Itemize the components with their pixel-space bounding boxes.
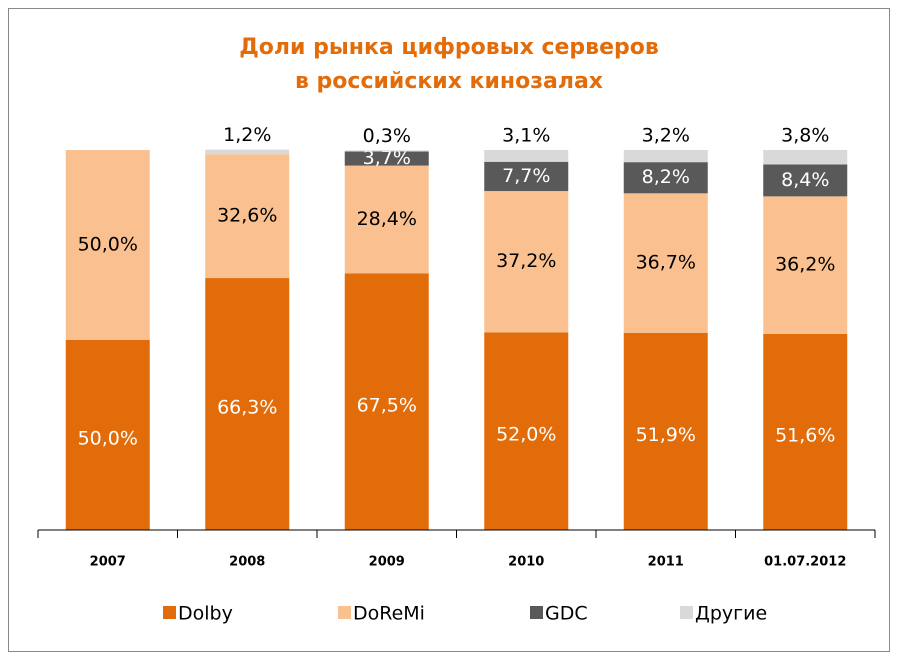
- legend-label: DoReMi: [353, 603, 425, 625]
- legend-label: Другие: [695, 603, 767, 625]
- x-tick-label: 2011: [648, 555, 684, 570]
- data-label: 51,9%: [636, 424, 696, 446]
- x-tick-label: 2008: [229, 555, 265, 570]
- bar-segment: [623, 332, 708, 530]
- chart-title: Доли рынка цифровых серверов: [239, 35, 659, 60]
- data-label: 67,5%: [357, 394, 417, 416]
- data-label: 28,4%: [357, 208, 417, 230]
- bar-segment: [763, 150, 848, 165]
- data-label: 66,3%: [217, 397, 277, 419]
- bar-segment: [205, 154, 290, 279]
- legend-label: Dolby: [178, 603, 233, 625]
- bar-segment: [344, 150, 429, 152]
- bar-segment: [484, 150, 569, 162]
- bar-segment: [623, 150, 708, 163]
- data-label: 51,6%: [775, 424, 835, 446]
- data-label: 52,0%: [496, 424, 556, 446]
- bar-segment: [763, 164, 848, 197]
- x-tick-label: 2010: [508, 555, 544, 570]
- legend-label: GDC: [545, 603, 588, 625]
- bar-segment: [763, 196, 848, 334]
- bar-segment: [763, 333, 848, 530]
- data-label: 32,6%: [217, 205, 277, 227]
- data-label: 50,0%: [78, 234, 138, 256]
- data-label: 3,2%: [642, 125, 690, 147]
- bar-segment: [65, 150, 150, 340]
- data-label: 0,3%: [363, 125, 411, 147]
- bar-segment: [65, 340, 150, 530]
- bar-segment: [205, 278, 290, 530]
- x-tick-label: 01.07.2012: [764, 555, 846, 570]
- data-label: 8,2%: [642, 166, 690, 188]
- data-label: 3,1%: [502, 125, 550, 147]
- data-label: 36,7%: [636, 252, 696, 274]
- x-tick-label: 2007: [90, 555, 126, 570]
- legend-swatch: [680, 606, 693, 619]
- legend-swatch: [338, 606, 351, 619]
- chart-title: в российских кинозалах: [295, 69, 603, 94]
- chart-border: [8, 8, 890, 652]
- legend-swatch: [163, 606, 176, 619]
- bar-segment: [484, 332, 569, 530]
- data-label: 1,2%: [223, 124, 271, 146]
- legend-swatch: [530, 606, 543, 619]
- data-label: 50,0%: [78, 428, 138, 450]
- bar-segment: [484, 161, 569, 192]
- bar-segment: [484, 191, 569, 333]
- data-label: 36,2%: [775, 254, 835, 276]
- bar-segment: [344, 273, 429, 530]
- data-label: 7,7%: [502, 165, 550, 187]
- bar-segment: [205, 149, 290, 155]
- data-label: 8,4%: [781, 169, 829, 191]
- data-label: 3,7%: [363, 147, 411, 169]
- x-tick-label: 2009: [369, 555, 405, 570]
- data-label: 37,2%: [496, 250, 556, 272]
- data-label: 3,8%: [781, 125, 829, 147]
- bar-segment: [344, 151, 429, 166]
- bar-segment: [623, 193, 708, 333]
- bar-segment: [623, 162, 708, 194]
- bar-segment: [344, 165, 429, 274]
